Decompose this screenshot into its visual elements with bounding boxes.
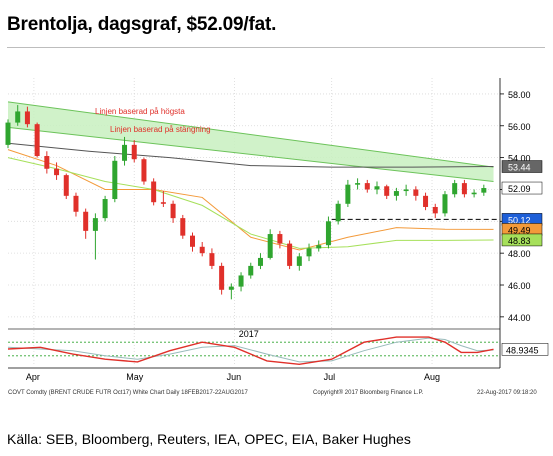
x-tick-label: Jul (324, 372, 336, 382)
candle-body (296, 256, 302, 266)
chart-footer-right: 22-Aug-2017 09:18:20 (477, 390, 537, 396)
candle-body (481, 188, 487, 193)
price-tag-label: 49.49 (508, 225, 531, 235)
y-tick-label: 46.00 (508, 281, 531, 291)
candle-body (151, 181, 157, 203)
candle-body (393, 191, 399, 196)
candle-body (112, 160, 118, 200)
candle-body (180, 218, 186, 236)
price-tag (501, 181, 543, 195)
oscillator-value: 48.9345 (506, 345, 539, 355)
candle-body (5, 122, 11, 145)
x-tick-label: Jun (227, 372, 242, 382)
candle-body (44, 156, 50, 169)
candle-body (423, 195, 429, 207)
candle-body (325, 221, 331, 246)
candle-body (83, 211, 89, 231)
chart-footer-mid: Copyright® 2017 Bloomberg Finance L.P. (313, 389, 424, 396)
moving-average-line (7, 149, 494, 251)
moving-average-line (7, 157, 494, 249)
y-tick-label: 56.00 (508, 122, 531, 132)
channel-lower-label: Linjen baserad på stängning (110, 125, 211, 134)
year-label: 2017 (239, 329, 259, 339)
source-note: Källa: SEB, Bloomberg, Reuters, IEA, OPE… (7, 431, 411, 447)
candle-body (141, 159, 147, 182)
price-tag (501, 160, 543, 173)
candle-body (335, 203, 341, 222)
candle-body (306, 248, 312, 257)
candle-body (442, 194, 448, 214)
chart-footer-left: COVT Comdty (BRENT CRUDE FUTR Oct17) Whi… (8, 390, 249, 396)
candle-body (364, 183, 370, 190)
candle-body (277, 234, 283, 244)
title-divider (7, 47, 545, 48)
channel-band (8, 101, 494, 182)
candle-body (170, 203, 176, 219)
x-tick-label: Aug (424, 372, 440, 382)
candle-body (384, 186, 390, 196)
y-tick-label: 44.00 (508, 313, 531, 323)
candle-body (355, 183, 361, 185)
candle-body (471, 192, 477, 195)
candle-body (403, 189, 409, 192)
candle-body (15, 111, 21, 123)
candle-body (92, 218, 98, 231)
candle-body (287, 243, 293, 266)
candle-body (461, 183, 467, 195)
candle-body (54, 168, 60, 176)
candle-body (73, 195, 79, 212)
y-tick-label: 48.00 (508, 249, 531, 259)
candle-body (102, 199, 108, 219)
candle-body (345, 184, 351, 204)
price-tag-label: 50.12 (508, 215, 531, 225)
channel-lower-line (7, 126, 494, 183)
channel-upper-label: Linjen baserad på högsta (95, 107, 185, 116)
moving-average-line (7, 142, 494, 168)
price-tag (501, 233, 543, 247)
candle-body (452, 183, 458, 195)
candle-body (432, 206, 438, 214)
oscillator-signal-line (7, 337, 494, 363)
candle-body (24, 111, 30, 125)
candle-body (209, 253, 215, 266)
candle-body (267, 234, 273, 258)
candle-body (190, 235, 195, 247)
candle-body (199, 246, 205, 254)
oscillator-tag (501, 343, 549, 356)
price-tag-label: 52.09 (508, 184, 531, 194)
candle-body (248, 265, 254, 276)
candle-body (228, 286, 234, 290)
candle-body (34, 124, 40, 157)
y-tick-label: 54.00 (508, 154, 531, 164)
candle-body (160, 202, 166, 204)
price-chart: 44.0046.0048.0050.0052.0054.0056.0058.00… (5, 78, 549, 396)
candle-body (374, 186, 380, 190)
oscillator-main-line (7, 336, 494, 366)
page-title: Brentolja, dagsgraf, $52.09/fat. (7, 14, 277, 35)
price-tag-label: 48.83 (508, 236, 531, 246)
candle-body (413, 189, 419, 196)
candle-body (131, 144, 137, 160)
candle-body (219, 265, 225, 290)
channel-upper-line (7, 101, 494, 168)
candle-body (257, 257, 263, 266)
candle-body (122, 144, 128, 161)
x-tick-label: May (126, 372, 144, 382)
candle-body (316, 245, 322, 249)
candle-body (63, 175, 69, 196)
y-tick-label: 58.00 (508, 90, 531, 100)
price-tag-label: 53.44 (508, 163, 531, 173)
x-tick-label: Apr (26, 372, 40, 382)
candle-body (238, 275, 244, 287)
